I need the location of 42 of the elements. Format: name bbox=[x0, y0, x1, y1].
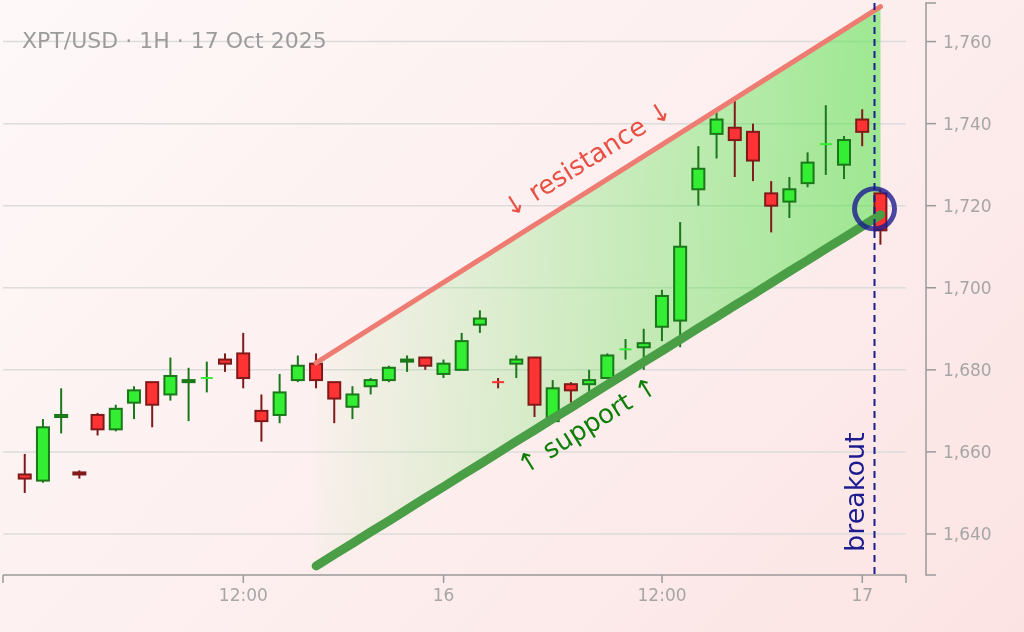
annotation: breakout bbox=[838, 432, 870, 552]
y-tick-label: 1,700 bbox=[943, 277, 992, 298]
candlestick bbox=[782, 175, 797, 220]
candlestick bbox=[619, 338, 632, 361]
candlestick bbox=[436, 358, 451, 380]
y-tick-label: 1,720 bbox=[943, 195, 992, 216]
candlestick bbox=[163, 356, 178, 402]
candlestick bbox=[345, 385, 360, 421]
candlestick bbox=[54, 387, 69, 435]
candlestick bbox=[472, 309, 487, 334]
candlestick bbox=[309, 352, 324, 390]
candlestick bbox=[90, 411, 105, 437]
candlestick bbox=[254, 393, 269, 443]
x-tick-label: 12:00 bbox=[218, 585, 268, 606]
candlestick bbox=[108, 403, 123, 433]
candlestick bbox=[727, 98, 742, 178]
y-tick-label: 1,660 bbox=[943, 441, 992, 462]
y-tick-label: 1,740 bbox=[943, 113, 992, 134]
candlestick bbox=[800, 151, 815, 189]
candlestick bbox=[600, 352, 615, 380]
candlestick bbox=[181, 366, 196, 423]
candlestick bbox=[709, 110, 724, 160]
candlestick bbox=[218, 352, 233, 373]
candlestick bbox=[200, 360, 213, 394]
candlestick bbox=[327, 381, 342, 425]
y-tick-label: 1,640 bbox=[943, 523, 992, 544]
candlestick bbox=[17, 452, 32, 494]
candlestick bbox=[272, 372, 287, 425]
candlestick bbox=[290, 354, 305, 384]
text: XPT/USD · 1H · 17 Oct 2025 bbox=[22, 28, 327, 53]
candlestick bbox=[855, 108, 870, 148]
candlestick bbox=[509, 354, 524, 380]
candlestick bbox=[691, 145, 706, 207]
y-tick-label: 1,680 bbox=[943, 359, 992, 380]
x-tick-label: 12:00 bbox=[637, 585, 687, 606]
candlestick bbox=[764, 180, 779, 234]
y-tick-label: 1,760 bbox=[943, 31, 992, 52]
x-tick-label: 17 bbox=[851, 585, 874, 606]
candlestick bbox=[819, 104, 832, 176]
x-tick-label: 16 bbox=[432, 585, 455, 606]
candlestick bbox=[126, 385, 141, 421]
candlestick bbox=[145, 381, 160, 429]
